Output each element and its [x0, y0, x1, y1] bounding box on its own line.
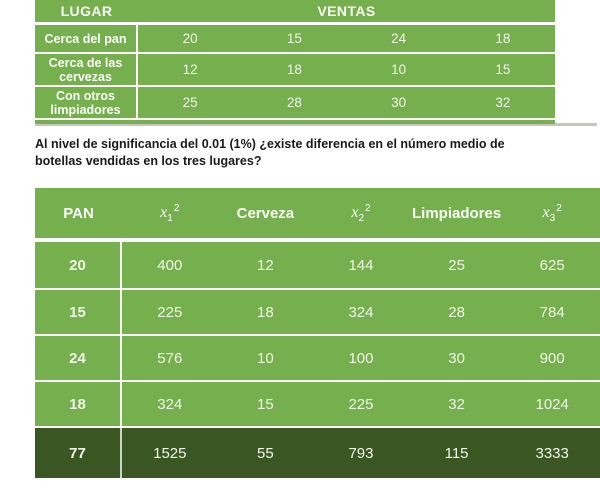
column-header-x3-squared: x32 [504, 188, 600, 238]
math-x: x [160, 203, 168, 221]
math-expression: x22 [351, 203, 370, 224]
x3-squared-total-cell: 3333 [535, 444, 569, 462]
table-row: 20 400 12 144 25 625 [35, 242, 600, 288]
x1-squared-total-cell: 1525 [153, 444, 187, 462]
x2-squared-total-cell: 793 [348, 444, 374, 462]
math-x: x [351, 203, 359, 221]
column-header-limpiadores: Limpiadores [411, 204, 502, 222]
table-row: Con otros limpiadores 25 28 30 32 [35, 85, 555, 118]
column-header-lugar: LUGAR [60, 3, 113, 19]
sales-table: LUGAR VENTAS Cerca del pan 20 15 24 18 C… [35, 0, 555, 124]
divider-shadow-line [35, 123, 597, 126]
sales-value-cell: 32 [495, 95, 511, 110]
table-row: 18 324 15 225 32 1024 [35, 380, 600, 426]
pan-value-cell: 18 [35, 382, 122, 426]
cerveza-value-cell: 15 [257, 395, 274, 413]
sales-value-cell: 25 [182, 95, 198, 110]
sales-value-cell: 12 [182, 62, 198, 77]
squares-table-header-row: PAN x12 Cerveza x22 Limpiadores x32 [35, 188, 600, 242]
x1-squared-cell: 400 [157, 256, 183, 274]
column-header-x1-squared: x12 [122, 188, 218, 238]
sales-value-cell: 28 [286, 95, 302, 110]
column-header-ventas: VENTAS [317, 3, 376, 19]
sales-row-label: Con otros limpiadores [35, 87, 138, 118]
limpiadores-value-cell: 28 [448, 303, 465, 321]
cerveza-value-cell: 10 [257, 349, 274, 367]
x3-squared-cell: 1024 [535, 395, 569, 413]
math-x: x [542, 203, 550, 221]
math-superscript: 2 [365, 202, 371, 214]
sales-value-cell: 15 [286, 31, 302, 46]
sales-table-header-row: LUGAR VENTAS [35, 0, 555, 25]
x2-squared-cell: 324 [348, 303, 374, 321]
math-superscript: 2 [173, 202, 180, 214]
cerveza-total-cell: 55 [257, 444, 274, 462]
x1-squared-cell: 324 [157, 395, 183, 413]
question-text: Al nivel de significancia del 0.01 (1%) … [35, 137, 505, 168]
table-row: 24 576 10 100 30 900 [35, 334, 600, 380]
limpiadores-value-cell: 30 [448, 349, 465, 367]
sales-row-label: Cerca del pan [35, 25, 138, 52]
limpiadores-value-cell: 32 [448, 395, 465, 413]
math-subscript: 1 [167, 212, 173, 224]
sales-value-cell: 10 [391, 62, 407, 77]
sales-value-cell: 15 [495, 62, 511, 77]
x3-squared-cell: 625 [539, 256, 565, 274]
pan-value-cell: 15 [35, 290, 122, 334]
x2-squared-cell: 144 [348, 256, 374, 274]
x2-squared-cell: 100 [348, 349, 374, 367]
x1-squared-cell: 576 [157, 349, 183, 367]
sales-row-label: Cerca de las cervezas [35, 54, 138, 85]
sales-value-cell: 18 [286, 62, 302, 77]
column-header-cerveza: Cerveza [236, 204, 295, 222]
cerveza-value-cell: 18 [257, 303, 274, 321]
math-subscript: 2 [358, 212, 365, 224]
cerveza-value-cell: 12 [257, 256, 274, 274]
column-header-pan: PAN [63, 204, 94, 222]
x1-squared-cell: 225 [157, 303, 183, 321]
table-row: Cerca del pan 20 15 24 18 [35, 25, 555, 52]
sales-value-cell: 30 [391, 95, 407, 110]
limpiadores-value-cell: 25 [448, 256, 465, 274]
totals-row: 77 1525 55 793 115 3333 [35, 426, 600, 478]
math-superscript: 2 [556, 202, 562, 214]
table-row: 15 225 18 324 28 784 [35, 288, 600, 334]
x3-squared-cell: 784 [539, 303, 565, 321]
limpiadores-total-cell: 115 [444, 444, 469, 462]
math-expression: x32 [543, 203, 562, 224]
sales-table-bottom-border [35, 118, 555, 124]
pan-value-cell: 24 [35, 336, 122, 380]
sales-value-cell: 24 [391, 31, 407, 46]
squares-table: PAN x12 Cerveza x22 Limpiadores x32 20 4… [35, 188, 600, 478]
math-subscript: 3 [549, 212, 556, 224]
math-expression: x12 [160, 203, 179, 224]
x3-squared-cell: 900 [539, 349, 565, 367]
sales-value-cell: 20 [182, 31, 198, 46]
column-header-x2-squared: x22 [313, 188, 409, 238]
pan-value-cell: 20 [35, 242, 122, 288]
sales-value-cell: 18 [495, 31, 511, 46]
table-row: Cerca de las cervezas 12 18 10 15 [35, 52, 555, 85]
pan-total-cell: 77 [35, 428, 122, 478]
x2-squared-cell: 225 [348, 395, 374, 413]
